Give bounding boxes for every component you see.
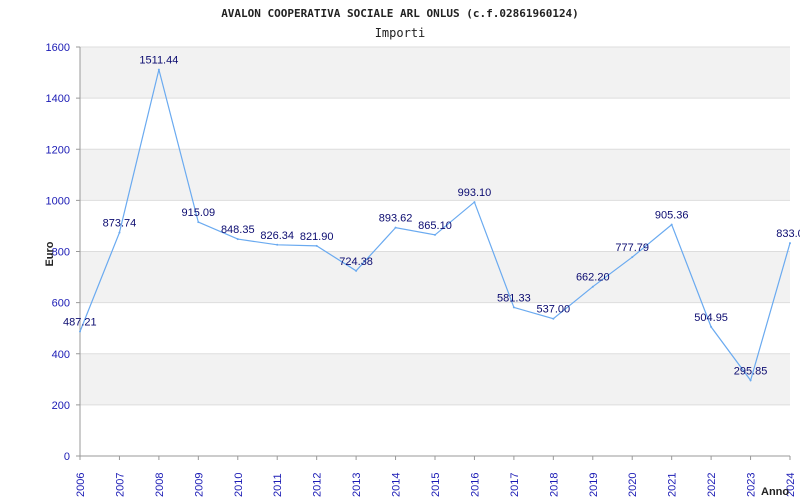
data-label: 993.10 [458, 187, 492, 199]
x-tick-label: 2024 [785, 473, 797, 497]
data-label: 821.90 [300, 231, 334, 243]
data-label: 724.38 [339, 256, 373, 268]
data-label: 865.10 [418, 220, 452, 232]
y-tick-label: 1600 [46, 42, 70, 54]
x-tick-label: 2021 [667, 473, 679, 497]
data-label: 487.21 [63, 316, 97, 328]
x-tick-label: 2006 [75, 473, 87, 497]
y-tick-label: 800 [52, 247, 70, 259]
y-axis-title: Euro [44, 241, 56, 266]
data-label: 581.33 [497, 292, 531, 304]
data-point [473, 201, 476, 204]
data-point [157, 68, 160, 71]
x-tick-label: 2015 [430, 473, 442, 497]
data-point [315, 244, 318, 247]
data-label: 537.00 [537, 304, 571, 316]
data-label: 893.62 [379, 213, 413, 225]
x-tick-label: 2013 [351, 473, 363, 497]
x-tick-label: 2022 [706, 473, 718, 497]
data-point [79, 330, 81, 333]
data-label: 873.74 [103, 218, 137, 230]
x-tick-label: 2010 [233, 473, 245, 497]
x-axis-ticks: 2006 2007 2008 2009 2010 2011 2012 2013 2014 2015… [75, 456, 797, 497]
data-point [276, 243, 279, 246]
x-axis-title: Anno [761, 486, 789, 498]
grid-band [80, 47, 790, 99]
x-tick-label: 2017 [509, 473, 521, 497]
x-tick-label: 2007 [114, 473, 126, 497]
data-label: 848.35 [221, 224, 255, 236]
chart-title: AVALON COOPERATIVA SOCIALE ARL ONLUS (c.… [221, 7, 579, 20]
grid-bands [80, 47, 790, 405]
y-tick-label: 600 [52, 298, 70, 310]
data-point [394, 226, 397, 229]
chart-subtitle: Importi [375, 26, 426, 40]
data-label: 905.36 [655, 210, 689, 222]
y-tick-label: 1200 [46, 144, 70, 156]
data-point [631, 256, 634, 259]
data-point [552, 317, 555, 320]
x-tick-label: 2014 [391, 473, 403, 497]
x-tick-label: 2016 [469, 473, 481, 497]
data-point [512, 306, 515, 309]
y-tick-label: 1000 [46, 195, 70, 207]
data-point [118, 231, 121, 234]
x-tick-label: 2020 [627, 473, 639, 497]
data-point [434, 233, 436, 236]
grid-band [80, 353, 790, 405]
data-label: 826.34 [260, 230, 294, 242]
x-tick-label: 2008 [154, 473, 166, 497]
y-tick-label: 0 [64, 451, 70, 463]
y-tick-label: 400 [52, 349, 70, 361]
data-label: 915.09 [182, 207, 216, 219]
data-label: 504.95 [694, 312, 728, 324]
data-label: 833.0 [776, 228, 800, 240]
y-tick-label: 200 [52, 400, 70, 412]
data-label: 777.79 [615, 242, 649, 254]
x-tick-label: 2019 [588, 473, 600, 497]
x-tick-label: 2011 [272, 473, 284, 497]
data-point [591, 285, 594, 288]
data-point [355, 269, 358, 272]
data-labels: 487.21 873.74 1511.44 915.09 848.35 826.34 821… [63, 55, 800, 378]
grid-band [80, 149, 790, 201]
data-point [710, 325, 713, 328]
x-tick-label: 2023 [746, 473, 758, 497]
data-point [670, 223, 673, 226]
data-point [236, 238, 239, 241]
data-point [197, 221, 200, 224]
grid-band [80, 251, 790, 303]
series-group [79, 68, 791, 382]
data-point [749, 379, 752, 382]
y-axis-ticks: 0 200 400 600 800 1000 1200 1400 1600 [46, 42, 80, 463]
data-point [789, 242, 791, 245]
x-tick-label: 2018 [548, 473, 560, 497]
data-label: 1511.44 [139, 55, 178, 67]
y-tick-label: 1400 [46, 93, 70, 105]
x-tick-label: 2012 [312, 473, 324, 497]
x-tick-label: 2009 [193, 473, 205, 497]
data-label: 662.20 [576, 272, 610, 284]
data-label: 295.85 [734, 365, 768, 377]
